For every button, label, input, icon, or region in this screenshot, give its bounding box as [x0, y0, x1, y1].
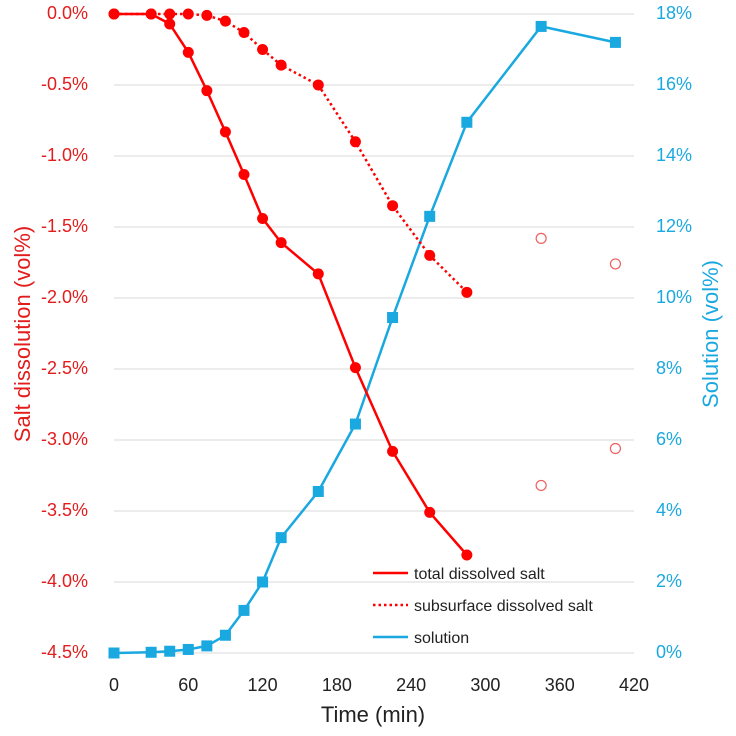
left-tick-label: -3.0%: [41, 429, 88, 449]
gridlines: [114, 13, 634, 654]
data-point: [182, 8, 194, 20]
data-point: [201, 640, 213, 652]
data-point: [461, 549, 473, 561]
data-point: [349, 136, 361, 148]
left-tick-label: -3.5%: [41, 500, 88, 520]
data-point: [257, 44, 269, 55]
data-point: [219, 126, 231, 138]
left-axis-title: Salt dissolution (vol%): [10, 226, 35, 442]
data-point: [461, 116, 473, 128]
data-point: [145, 646, 157, 658]
left-tick-label: -2.5%: [41, 358, 88, 378]
series-line: [113, 25, 616, 655]
x-tick-label: 240: [396, 675, 426, 695]
data-point: [609, 258, 622, 270]
data-point: [535, 232, 547, 244]
data-point: [535, 479, 547, 492]
left-tick-label: -1.5%: [41, 216, 88, 236]
x-tick-label: 300: [470, 675, 500, 695]
legend-label-total-dissolved-salt: total dissolved salt: [414, 566, 545, 583]
series-subsurface-dissolved-salt: [108, 8, 473, 298]
left-axis-ticks: 0.0% -0.5% -1.0% -1.5% -2.0% -2.5% -3.0% -3.5% -…: [41, 3, 88, 662]
data-point: [219, 15, 231, 27]
data-point: [145, 8, 157, 20]
data-point: [275, 532, 287, 544]
data-point: [219, 629, 231, 641]
data-point: [461, 286, 473, 298]
x-tick-label: 420: [619, 675, 649, 695]
data-point: [164, 645, 176, 657]
right-tick-label: 12%: [656, 216, 692, 236]
right-axis-title: Solution (vol%): [698, 260, 723, 408]
data-point: [108, 647, 120, 659]
series-line: [114, 12, 468, 556]
right-tick-label: 14%: [656, 145, 692, 165]
x-tick-label: 180: [322, 675, 352, 695]
data-point: [238, 604, 250, 616]
data-point: [108, 8, 120, 20]
left-tick-label: 0.0%: [47, 3, 88, 23]
legend-label-subsurface-dissolved-salt: subsurface dissolved salt: [414, 598, 593, 615]
right-tick-label: 18%: [656, 3, 692, 23]
series-solution: [108, 20, 621, 659]
right-tick-label: 8%: [656, 358, 682, 378]
legend-label-solution: solution: [414, 630, 469, 647]
x-tick-label: 60: [178, 675, 198, 695]
data-point: [164, 18, 176, 30]
right-tick-label: 6%: [656, 429, 682, 449]
data-point: [387, 445, 399, 457]
right-tick-label: 2%: [656, 571, 682, 591]
data-point: [275, 237, 287, 249]
x-tick-label: 120: [248, 675, 278, 695]
left-tick-label: -1.0%: [41, 145, 88, 165]
data-point: [424, 249, 436, 261]
data-point: [275, 59, 287, 71]
data-point: [349, 418, 361, 430]
data-point: [609, 36, 621, 48]
data-point: [238, 26, 250, 38]
x-axis-ticks: 0 60 120 180 240 300 360 420: [109, 675, 649, 695]
data-point: [164, 8, 176, 20]
data-point: [312, 268, 324, 280]
left-tick-label: -4.5%: [41, 642, 88, 662]
series-total-dissolved-salt: [108, 8, 473, 561]
data-point: [312, 79, 324, 91]
data-point: [609, 442, 622, 455]
data-point: [201, 85, 213, 97]
series-markers-3: [535, 232, 622, 492]
x-tick-label: 0: [109, 675, 119, 695]
data-point: [424, 210, 436, 222]
right-tick-label: 4%: [656, 500, 682, 520]
data-point: [257, 212, 269, 224]
left-tick-label: -2.0%: [41, 287, 88, 307]
data-point: [535, 20, 547, 32]
data-point: [387, 200, 399, 212]
left-tick-label: -0.5%: [41, 74, 88, 94]
legend: total dissolved salt subsurface dissolve…: [373, 566, 593, 647]
x-tick-label: 360: [545, 675, 575, 695]
data-point: [182, 643, 194, 655]
right-tick-label: 10%: [656, 287, 692, 307]
right-axis-ticks: 0% 2% 4% 6% 8% 10% 12% 14% 16% 18%: [656, 3, 692, 662]
data-point: [349, 362, 361, 374]
data-point: [312, 485, 324, 497]
data-point: [201, 9, 213, 21]
data-point: [182, 46, 194, 58]
right-tick-label: 16%: [656, 74, 692, 94]
plot-area: [108, 8, 622, 659]
left-tick-label: -4.0%: [41, 571, 88, 591]
data-point: [387, 312, 399, 324]
data-point: [424, 506, 436, 518]
data-point: [257, 576, 269, 588]
right-tick-label: 0%: [656, 642, 682, 662]
x-axis-title: Time (min): [321, 702, 425, 727]
data-point: [238, 168, 250, 180]
